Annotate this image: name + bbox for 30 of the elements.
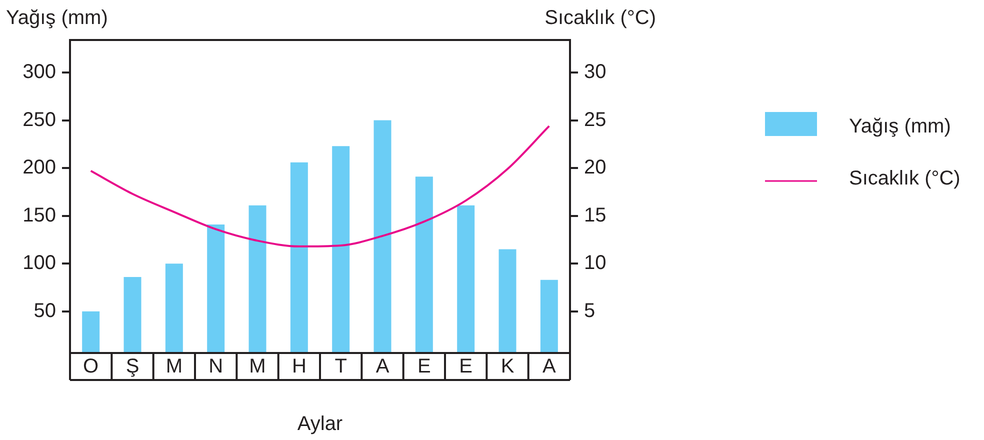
y2-tick-label: 25	[584, 108, 606, 131]
y2-tick-label: 30	[584, 61, 606, 84]
y-tick-label: 200	[22, 156, 56, 179]
x-tick-label: Ş	[126, 356, 140, 378]
x-tick-label: N	[208, 356, 224, 378]
y-axis-title: Yağış (mm)	[6, 7, 108, 29]
x-tick-label: K	[500, 356, 515, 378]
x-tick-label: H	[292, 356, 306, 378]
y2-tick-label: 15	[584, 204, 606, 226]
x-tick-label: M	[249, 356, 266, 378]
x-tick-label: A	[542, 356, 556, 378]
y-tick-label: 150	[22, 204, 56, 226]
x-tick-label: O	[83, 356, 99, 378]
x-tick-label: E	[459, 356, 473, 378]
y-tick-label: 300	[22, 61, 56, 84]
y2-tick-label: 20	[584, 156, 606, 179]
x-tick-label: T	[334, 356, 347, 378]
x-tick-label: A	[376, 356, 390, 378]
legend-label: Sıcaklık (°C)	[849, 168, 960, 190]
x-axis-title: Aylar	[297, 413, 343, 435]
x-tick-label: E	[417, 356, 431, 378]
y-tick-label: 100	[22, 252, 56, 274]
y-tick-label: 50	[34, 300, 56, 322]
legend-label: Yağış (mm)	[849, 116, 951, 138]
x-tick-label: M	[166, 356, 183, 378]
y2-tick-label: 10	[584, 252, 606, 274]
y2-tick-label: 5	[584, 300, 596, 322]
line-series	[90, 125, 550, 248]
y2-axis-title: Sıcaklık (°C)	[544, 7, 656, 29]
y-tick-label: 250	[22, 108, 56, 131]
